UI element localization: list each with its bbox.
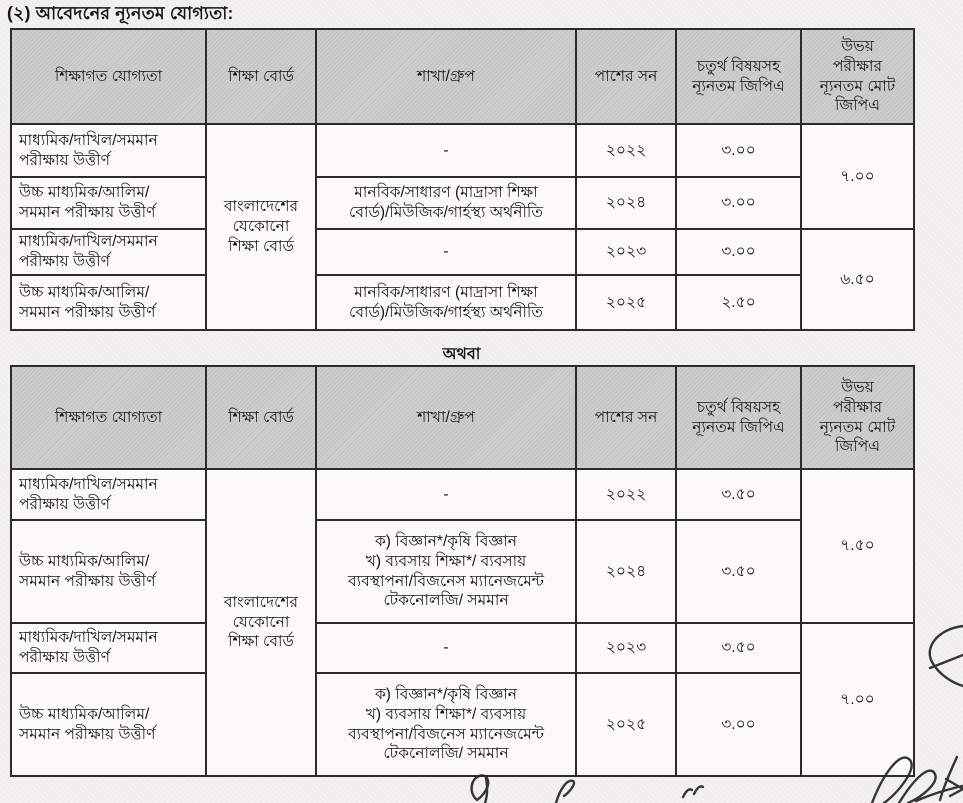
- cell-qualification: মাধ্যমিক/দাখিল/সমমান পরীক্ষায় উত্তীর্ণ: [10, 228, 207, 276]
- cell-gpa: ৩.০০: [675, 672, 802, 777]
- cell-year: ২০২৫: [575, 274, 677, 331]
- col-header-year: পাশের সন: [575, 28, 677, 125]
- cell-year: ২০২৪: [575, 519, 677, 624]
- cell-year: ২০২২: [575, 468, 677, 521]
- table-row: মাধ্যমিক/দাখিল/সমমান পরীক্ষায় উত্তীর্ণ …: [10, 622, 915, 777]
- table-row: মাধ্যমিক/দাখিল/সমমান পরীক্ষায় উত্তীর্ণ …: [10, 228, 915, 331]
- cell-qualification: উচ্চ মাধ্যমিক/আলিম/ সমমান পরীক্ষায় উত্ত…: [10, 274, 207, 331]
- cell-total-gpa: ৭.০০: [800, 622, 915, 777]
- cell-qualification: মাধ্যমিক/দাখিল/সমমান পরীক্ষায় উত্তীর্ণ: [10, 123, 207, 178]
- cell-year: ২০২৩: [575, 622, 677, 674]
- cell-total-gpa: ৭.০০: [800, 123, 915, 230]
- cell-group: -: [315, 468, 577, 521]
- col-header-total-gpa: উভয় পরীক্ষার ন্যূনতম মোট জিপিএ: [800, 28, 915, 125]
- cell-qualification: মাধ্যমিক/দাখিল/সমমান পরীক্ষায় উত্তীর্ণ: [10, 468, 207, 521]
- col-header-qualification: শিক্ষাগত যোগ্যতা: [10, 28, 207, 125]
- cell-gpa: ৩.৫০: [675, 519, 802, 624]
- cell-gpa: ৩.৫০: [675, 622, 802, 674]
- cell-gpa: ২.৫০: [675, 274, 802, 331]
- col-header-group: শাখা/গ্রুপ: [315, 365, 577, 470]
- col-header-total-gpa: উভয় পরীক্ষার ন্যূনতম মোট জিপিএ: [800, 365, 915, 470]
- cell-board: বাংলাদেশের যেকোনো শিক্ষা বোর্ড: [205, 468, 317, 777]
- cell-total-gpa: ৬.৫০: [800, 228, 915, 331]
- cell-gpa: ৩.০০: [675, 228, 802, 276]
- qualification-table-1: শিক্ষাগত যোগ্যতা শিক্ষা বোর্ড শাখা/গ্রুপ…: [10, 28, 915, 331]
- table-header-row: শিক্ষাগত যোগ্যতা শিক্ষা বোর্ড শাখা/গ্রুপ…: [10, 28, 915, 125]
- cell-gpa: ৩.০০: [675, 123, 802, 178]
- cell-qualification: মাধ্যমিক/দাখিল/সমমান পরীক্ষায় উত্তীর্ণ: [10, 622, 207, 674]
- cell-qualification: উচ্চ মাধ্যমিক/আলিম/ সমমান পরীক্ষায় উত্ত…: [10, 176, 207, 230]
- table-row: উচ্চ মাধ্যমিক/আলিম/ সমমান পরীক্ষায় উত্ত…: [10, 672, 914, 777]
- col-header-gpa: চতুর্থ বিষয়সহ ন্যূনতম জিপিএ: [675, 28, 802, 125]
- cell-group: -: [315, 622, 577, 674]
- table-row: মাধ্যমিক/দাখিল/সমমান পরীক্ষায় উত্তীর্ণ …: [10, 123, 915, 331]
- cell-year: ২০২৩: [575, 228, 677, 276]
- cell-year: ২০২৪: [575, 176, 677, 230]
- cell-group: মানবিক/সাধারণ (মাদ্রাসা শিক্ষা বোর্ড)/মি…: [315, 274, 577, 331]
- qualification-table-2: শিক্ষাগত যোগ্যতা শিক্ষা বোর্ড শাখা/গ্রুপ…: [10, 365, 915, 777]
- cell-total-gpa: ৭.৫০: [800, 468, 915, 624]
- cell-year: ২০২২: [575, 123, 677, 178]
- cell-group: ক) বিজ্ঞান*/কৃষি বিজ্ঞান খ) ব্যবসায় শিক…: [315, 672, 577, 777]
- col-header-gpa: চতুর্থ বিষয়সহ ন্যূনতম জিপিএ: [675, 365, 802, 470]
- cell-gpa: ৩.৫০: [675, 468, 802, 521]
- table-row: উচ্চ মাধ্যমিক/আলিম/ সমমান পরীক্ষায় উত্ত…: [10, 274, 914, 331]
- col-header-qualification: শিক্ষাগত যোগ্যতা: [10, 365, 207, 470]
- cell-group: ক) বিজ্ঞান*/কৃষি বিজ্ঞান খ) ব্যবসায় শিক…: [315, 519, 577, 624]
- cell-board: বাংলাদেশের যেকোনো শিক্ষা বোর্ড: [205, 123, 317, 331]
- col-header-group: শাখা/গ্রুপ: [315, 28, 577, 125]
- cell-qualification: উচ্চ মাধ্যমিক/আলিম/ সমমান পরীক্ষায় উত্ত…: [10, 672, 207, 777]
- col-header-board: শিক্ষা বোর্ড: [205, 28, 317, 125]
- col-header-board: শিক্ষা বোর্ড: [205, 365, 317, 470]
- cell-group: মানবিক/সাধারণ (মাদ্রাসা শিক্ষা বোর্ড)/মি…: [315, 176, 577, 230]
- page-title: (২) আবেদনের ন্যূনতম যোগ্যতা:: [7, 3, 234, 23]
- col-header-year: পাশের সন: [575, 365, 677, 470]
- table-row: উচ্চ মাধ্যমিক/আলিম/ সমমান পরীক্ষায় উত্ত…: [10, 519, 914, 624]
- or-separator: অথবা: [442, 346, 481, 363]
- cell-year: ২০২৫: [575, 672, 677, 777]
- table-row: উচ্চ মাধ্যমিক/আলিম/ সমমান পরীক্ষায় উত্ত…: [10, 176, 914, 230]
- table-header-row: শিক্ষাগত যোগ্যতা শিক্ষা বোর্ড শাখা/গ্রুপ…: [10, 365, 915, 470]
- table-row: মাধ্যমিক/দাখিল/সমমান পরীক্ষায় উত্তীর্ণ …: [10, 468, 915, 777]
- cell-qualification: উচ্চ মাধ্যমিক/আলিম/ সমমান পরীক্ষায় উত্ত…: [10, 519, 207, 624]
- cell-group: -: [315, 123, 577, 178]
- cell-gpa: ৩.০০: [675, 176, 802, 230]
- cell-group: -: [315, 228, 577, 276]
